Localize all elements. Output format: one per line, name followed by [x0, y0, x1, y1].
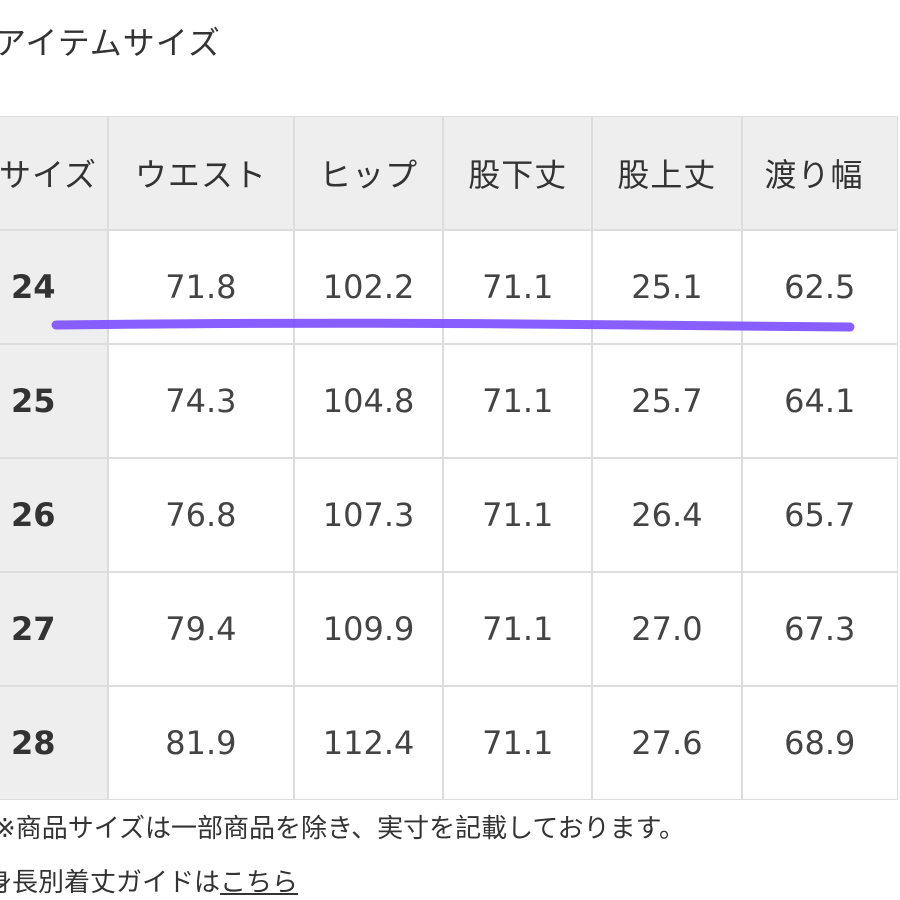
cell-thigh-width: 62.5 — [741, 230, 898, 344]
guide-link[interactable]: こちら — [220, 868, 299, 898]
cell-waist: 71.8 — [107, 230, 295, 344]
header-thigh-width: 渡り幅 — [741, 116, 898, 230]
guide-prefix: 身長別着丈ガイドは — [0, 868, 221, 898]
cell-hip: 112.4 — [294, 686, 444, 800]
cell-thigh-width: 65.7 — [741, 458, 898, 572]
cell-inseam: 71.1 — [443, 572, 593, 686]
row-size: 27 — [0, 572, 108, 686]
section-title: アイテムサイズ — [0, 24, 221, 62]
size-note: ※商品サイズは一部商品を除き、実寸を記載しております。 — [0, 814, 686, 844]
size-table: サイズ ウエスト ヒップ 股下丈 股上丈 渡り幅 24 71.8 102.2 7… — [0, 116, 898, 800]
cell-waist: 81.9 — [107, 686, 295, 800]
table-header-row: サイズ ウエスト ヒップ 股下丈 股上丈 渡り幅 — [0, 116, 898, 230]
row-size: 28 — [0, 686, 108, 800]
cell-thigh-width: 67.3 — [741, 572, 898, 686]
cell-inseam: 71.1 — [443, 344, 593, 458]
cell-hip: 107.3 — [294, 458, 444, 572]
cell-rise: 27.0 — [592, 572, 742, 686]
cell-rise: 26.4 — [592, 458, 742, 572]
header-hip: ヒップ — [294, 116, 444, 230]
cell-waist: 79.4 — [107, 572, 295, 686]
cell-hip: 104.8 — [294, 344, 444, 458]
table-row: 27 79.4 109.9 71.1 27.0 67.3 — [0, 572, 898, 686]
table-row: 26 76.8 107.3 71.1 26.4 65.7 — [0, 458, 898, 572]
cell-waist: 76.8 — [107, 458, 295, 572]
header-inseam: 股下丈 — [443, 116, 593, 230]
cell-inseam: 71.1 — [443, 458, 593, 572]
row-size: 25 — [0, 344, 108, 458]
cell-rise: 27.6 — [592, 686, 742, 800]
table-row: 25 74.3 104.8 71.1 25.7 64.1 — [0, 344, 898, 458]
cell-hip: 102.2 — [294, 230, 444, 344]
cell-thigh-width: 64.1 — [741, 344, 898, 458]
cell-inseam: 71.1 — [443, 686, 593, 800]
header-rise: 股上丈 — [592, 116, 742, 230]
cell-rise: 25.1 — [592, 230, 742, 344]
row-size: 24 — [0, 230, 108, 344]
height-guide: 身長別着丈ガイドはこちら — [0, 862, 298, 899]
cell-hip: 109.9 — [294, 572, 444, 686]
header-size: サイズ — [0, 116, 108, 230]
table-row: 28 81.9 112.4 71.1 27.6 68.9 — [0, 686, 898, 800]
cell-waist: 74.3 — [107, 344, 295, 458]
header-waist: ウエスト — [107, 116, 295, 230]
cell-rise: 25.7 — [592, 344, 742, 458]
table-row: 24 71.8 102.2 71.1 25.1 62.5 — [0, 230, 898, 344]
cell-inseam: 71.1 — [443, 230, 593, 344]
row-size: 26 — [0, 458, 108, 572]
cell-thigh-width: 68.9 — [741, 686, 898, 800]
